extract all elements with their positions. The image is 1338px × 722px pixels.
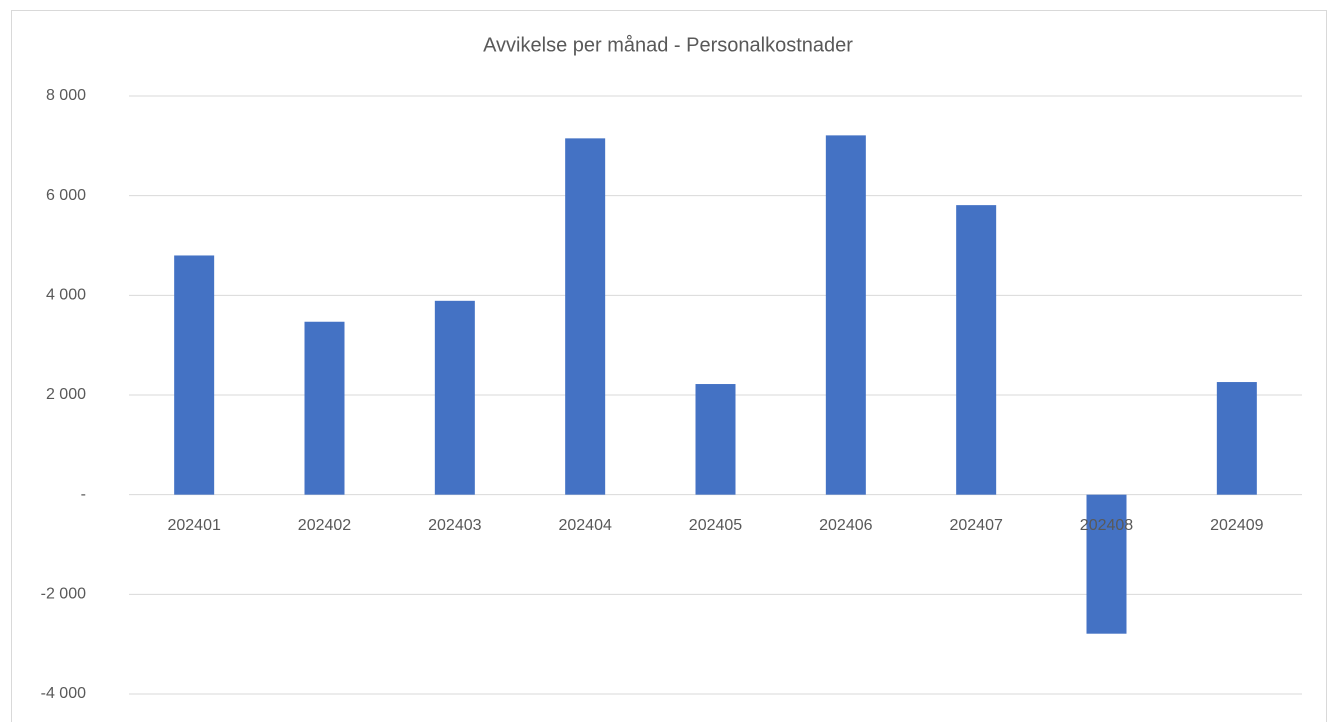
- y-tick-label: -2 000: [41, 586, 86, 603]
- y-tick-label: -4 000: [41, 685, 86, 702]
- y-tick-label: 4 000: [46, 287, 86, 304]
- bar: [434, 300, 475, 495]
- x-tick-label: 202405: [689, 517, 742, 534]
- chart-title: Avvikelse per månad - Personalkostnader: [483, 34, 853, 56]
- bar: [825, 135, 866, 495]
- y-tick-label: 6 000: [46, 187, 86, 204]
- x-tick-label: 202406: [819, 517, 872, 534]
- x-tick-label: 202403: [428, 517, 481, 534]
- y-tick-label: -: [81, 486, 86, 503]
- y-tick-label: 8 000: [46, 87, 86, 104]
- bar: [956, 205, 997, 495]
- bar: [695, 384, 736, 495]
- x-tick-label: 202407: [949, 517, 1002, 534]
- bar: [304, 321, 345, 495]
- x-tick-label: 202401: [167, 517, 220, 534]
- x-tick-label: 202402: [298, 517, 351, 534]
- y-tick-label: 2 000: [46, 386, 86, 403]
- bar: [1216, 382, 1257, 495]
- bar: [565, 138, 606, 495]
- bar: [1086, 494, 1127, 634]
- x-tick-label: 202404: [558, 517, 611, 534]
- x-tick-label: 202408: [1080, 517, 1133, 534]
- bar: [174, 255, 215, 495]
- x-tick-label: 202409: [1210, 517, 1263, 534]
